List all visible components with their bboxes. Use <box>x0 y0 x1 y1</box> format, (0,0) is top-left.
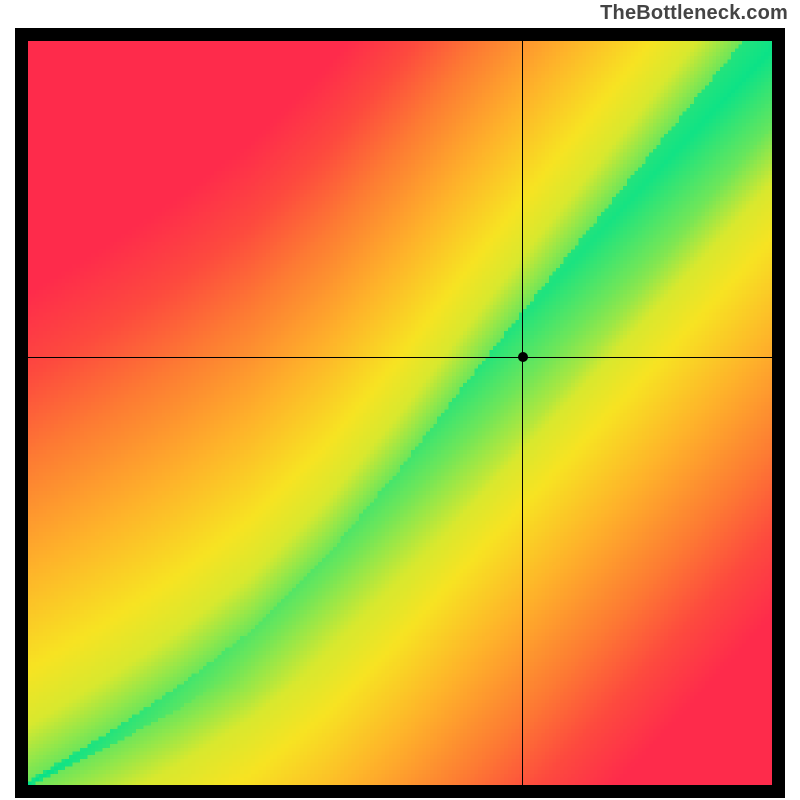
crosshair-vertical <box>522 41 523 785</box>
chart-container: TheBottleneck.com <box>0 0 800 800</box>
crosshair-horizontal <box>28 357 772 358</box>
crosshair-marker-dot <box>518 352 528 362</box>
bottleneck-heatmap <box>28 41 772 785</box>
watermark-text: TheBottleneck.com <box>600 2 788 25</box>
